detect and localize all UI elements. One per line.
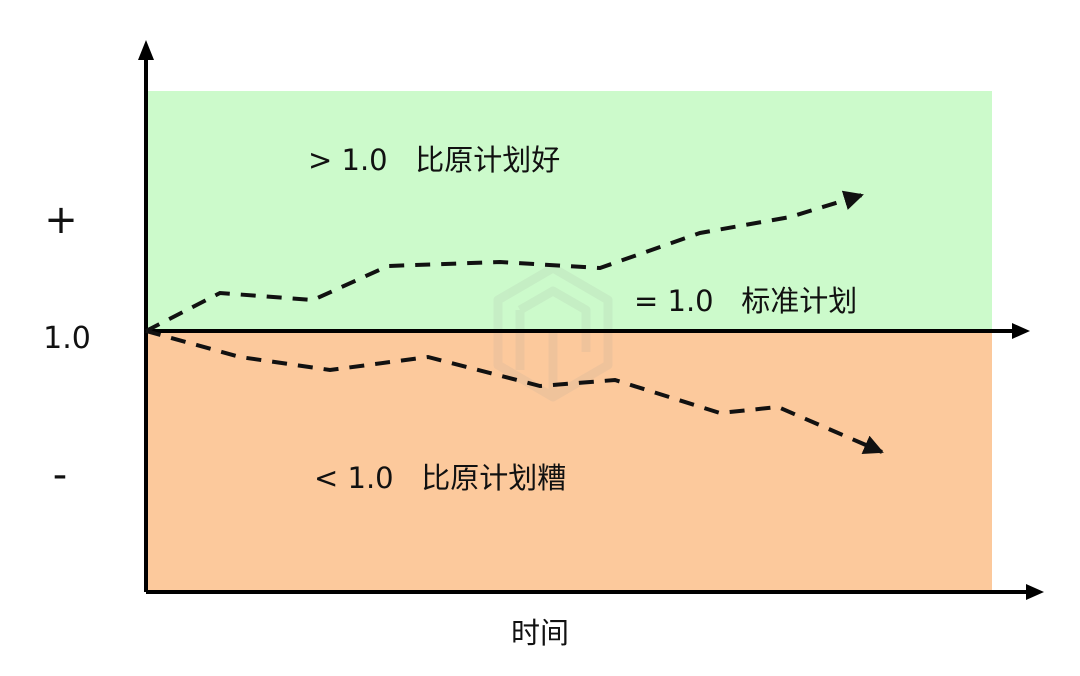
- watermark-logo-icon: [493, 263, 613, 402]
- x-axis-arrowhead: [1026, 584, 1044, 600]
- below-plan-region: [146, 331, 992, 590]
- y-axis-plus-label: +: [44, 197, 78, 243]
- below-plan-label: < 1.0 比原计划糟: [314, 461, 566, 495]
- above-plan-trend-line: [145, 190, 864, 333]
- y-axis-minus-label: -: [53, 452, 67, 498]
- baseline-plan-label: = 1.0 标准计划: [634, 284, 857, 318]
- y-axis-baseline-label: 1.0: [43, 321, 91, 356]
- above-plan-region: [146, 91, 992, 331]
- below-plan-trend-line: [145, 329, 884, 455]
- x-axis-time-label: 时间: [511, 616, 569, 650]
- y-axis-arrowhead: [138, 40, 154, 60]
- above-plan-label: > 1.0 比原计划好: [308, 143, 560, 177]
- baseline-axis-arrowhead: [1012, 323, 1030, 339]
